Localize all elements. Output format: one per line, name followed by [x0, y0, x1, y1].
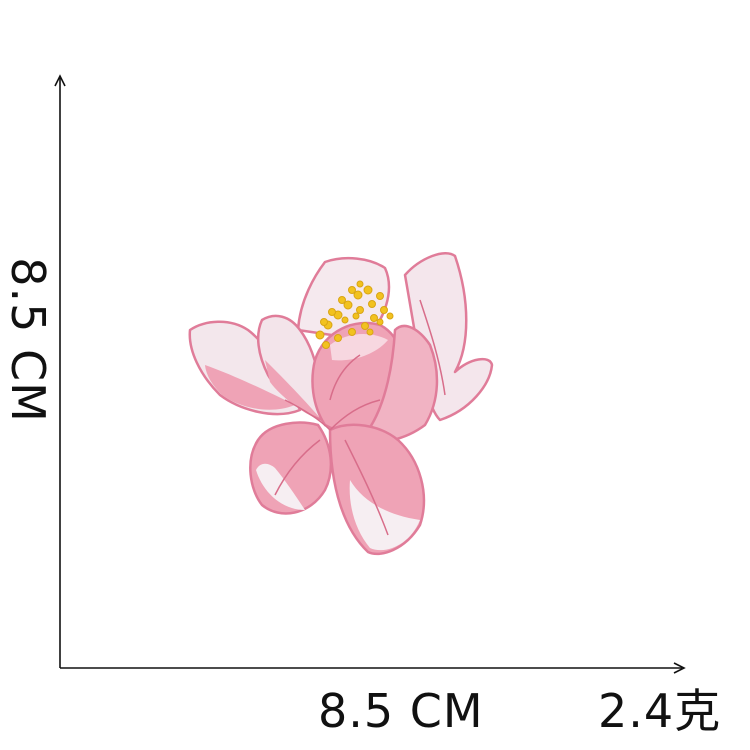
- lotus-stamens: [315, 280, 394, 349]
- width-dimension-label: 8.5 CM: [318, 684, 484, 738]
- horizontal-axis-arrow: [673, 662, 686, 674]
- weight-label: 2.4克: [598, 684, 722, 738]
- dimension-axes: [54, 74, 686, 674]
- height-dimension-label: 8.5 CM: [1, 257, 55, 423]
- lotus-petal-left: [188, 320, 302, 416]
- lotus-vein-lines: [274, 299, 446, 536]
- vertical-axis-arrow: [54, 74, 66, 87]
- lotus-petal-right: [358, 324, 439, 444]
- lotus-patch-icon: [188, 251, 494, 556]
